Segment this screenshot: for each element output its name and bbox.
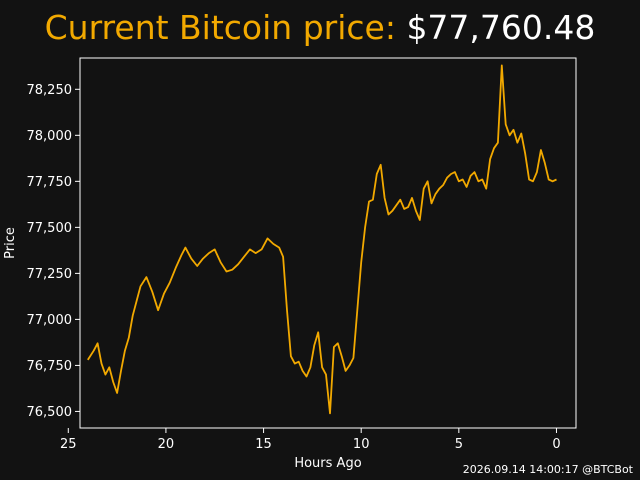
y-axis-label: Price	[3, 227, 18, 259]
x-tick-label: 25	[60, 437, 77, 452]
price-line	[87, 64, 557, 415]
x-axis: 25 20 15 10 5 0	[60, 428, 561, 452]
x-tick-label: 10	[353, 437, 370, 452]
x-tick-label: 5	[455, 437, 463, 452]
y-tick-label: 77,500	[27, 221, 73, 236]
y-tick-label: 78,000	[27, 129, 73, 144]
title-label: Current Bitcoin price:	[44, 8, 407, 47]
y-tick-label: 76,500	[27, 405, 73, 420]
x-axis-label: Hours Ago	[294, 456, 361, 471]
x-tick-label: 20	[158, 437, 175, 452]
y-tick-label: 77,750	[27, 175, 73, 190]
x-tick-label: 15	[255, 437, 272, 452]
plot-frame	[79, 57, 577, 429]
x-tick-label: 0	[552, 437, 560, 452]
footer-timestamp: 2026.09.14 14:00:17 @BTCBot	[462, 463, 633, 476]
title-price: $77,760.48	[406, 8, 596, 47]
y-tick-label: 77,000	[27, 313, 73, 328]
y-tick-label: 76,750	[27, 359, 73, 374]
y-tick-label: 77,250	[27, 267, 73, 282]
y-tick-label: 78,250	[27, 83, 73, 98]
chart-title: Current Bitcoin price: $77,760.48	[0, 8, 640, 48]
y-axis: 76,500 76,750 77,000 77,250 77,500 77,750 78,0…	[27, 83, 80, 420]
